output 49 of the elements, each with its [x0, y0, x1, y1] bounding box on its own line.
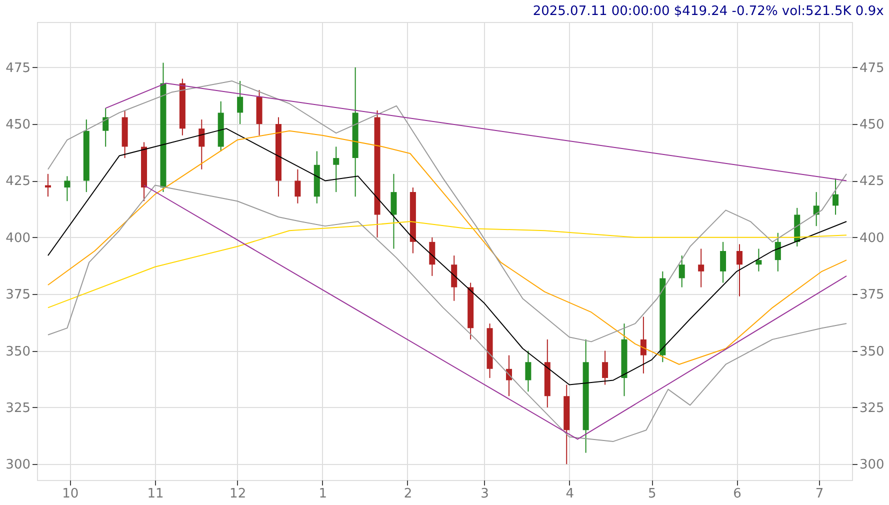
y2-tick-label: 425	[860, 174, 884, 190]
x-tick-label: 7	[815, 486, 824, 502]
y2-tick-label: 350	[860, 344, 884, 360]
candlestick	[698, 248, 704, 288]
candlestick	[640, 316, 646, 374]
x-tick-label: 10	[62, 486, 79, 502]
candlestick	[429, 236, 436, 276]
x-tick-label: 2	[404, 486, 412, 502]
y-tick-label: 450	[6, 118, 30, 133]
candlestick	[102, 108, 109, 148]
x-tick-label: 11	[147, 486, 164, 502]
y2-tick-label: 325	[860, 400, 884, 416]
candlestick	[44, 173, 51, 198]
candlestick	[294, 168, 301, 204]
candlestick	[678, 255, 685, 288]
candlestick	[333, 146, 340, 193]
candlestick	[198, 118, 205, 170]
candlestick	[451, 255, 458, 302]
y-tick-label: 425	[6, 174, 30, 190]
y-tick-label: 350	[6, 344, 30, 360]
y2-tick-label: 400	[860, 230, 884, 246]
x-tick-label: 12	[230, 486, 246, 502]
y2-tick-label: 300	[860, 458, 884, 473]
x-tick-label: 1	[318, 486, 328, 502]
candlestick	[832, 178, 839, 216]
candlestick	[525, 350, 532, 392]
candlestick	[237, 80, 244, 125]
y-tick-label: 375	[6, 288, 30, 303]
chart-title: 2025.07.11 00:00:00 $419.24 -0.72% vol:521.5K 0.9x	[532, 4, 884, 19]
line-series	[47, 80, 848, 342]
x-tick-label: 3	[480, 486, 489, 502]
candlestick	[720, 241, 726, 284]
y-tick-label: 300	[6, 458, 30, 473]
candlestick	[390, 173, 397, 250]
y-tick-label: 475	[6, 60, 30, 76]
candlestick	[756, 248, 762, 272]
y-tick-label: 400	[6, 230, 30, 246]
y2-tick-label: 475	[860, 60, 884, 76]
y-tick-label: 325	[6, 400, 30, 416]
line-series	[47, 221, 848, 308]
candlestick	[64, 176, 70, 202]
y2-tick-label: 450	[860, 118, 884, 133]
candlestick	[774, 232, 781, 272]
x-tick-label: 4	[566, 486, 574, 502]
x-tick-label: 6	[733, 486, 742, 502]
candlestick	[736, 244, 742, 297]
x-tick-label: 5	[648, 486, 656, 502]
y2-tick-label: 375	[860, 288, 884, 303]
candlestick	[602, 350, 608, 386]
